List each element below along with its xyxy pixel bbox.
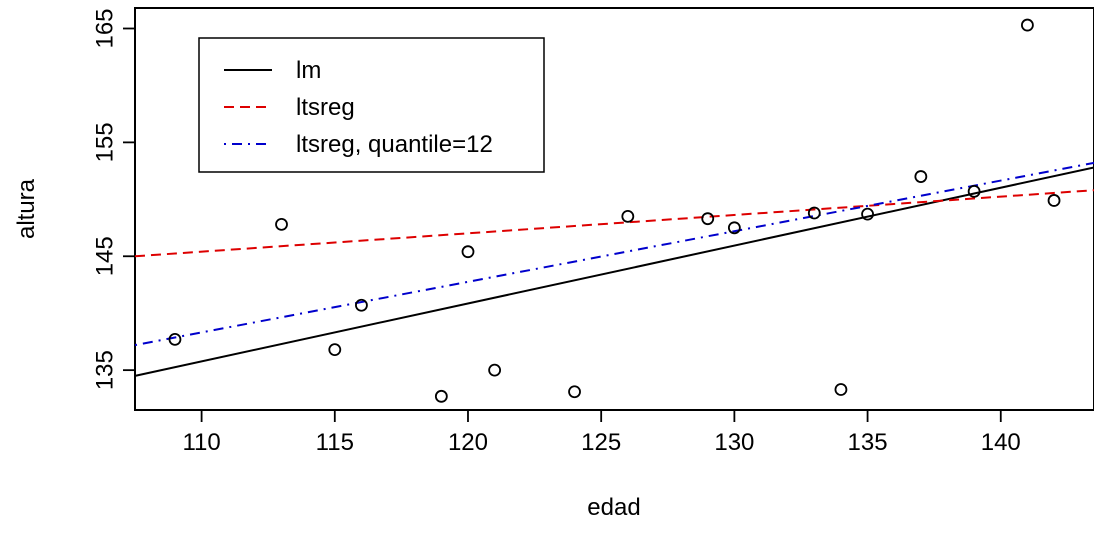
x-tick-label: 115 — [316, 429, 354, 456]
data-point — [727, 221, 741, 235]
x-tick-label: 110 — [182, 429, 220, 456]
data-point — [834, 383, 848, 396]
series-lines — [134, 161, 1094, 377]
y-axis-title: altura — [13, 178, 40, 239]
y-tick-label: 165 — [92, 8, 119, 48]
series-line-2 — [134, 161, 1094, 347]
x-tick-label: 130 — [714, 429, 754, 456]
legend-label-1: ltsreg — [296, 94, 355, 121]
data-point — [488, 363, 502, 377]
data-point — [914, 170, 928, 183]
data-point — [1021, 18, 1034, 32]
x-axis: 110 115 120 125 130 135 140 — [182, 410, 1021, 456]
data-point — [355, 298, 368, 312]
data-point — [461, 245, 475, 259]
y-tick-label: 135 — [92, 350, 119, 390]
data-point — [1047, 194, 1061, 207]
data-point — [168, 332, 182, 346]
data-point — [568, 385, 581, 399]
x-tick-label: 140 — [981, 429, 1021, 456]
legend-box — [198, 37, 545, 173]
data-point — [621, 210, 635, 223]
data-point — [328, 343, 342, 357]
plot-frame — [134, 7, 1094, 411]
data-point — [967, 184, 981, 198]
data-point — [275, 217, 288, 231]
data-points — [168, 18, 1061, 403]
x-tick-label: 125 — [581, 429, 621, 456]
x-tick-label: 135 — [848, 429, 888, 456]
series-line-1 — [134, 189, 1094, 258]
series-line-0 — [134, 166, 1094, 377]
x-axis-title: edad — [587, 494, 640, 521]
data-point — [701, 212, 715, 226]
y-axis: 135 145 155 165 — [92, 8, 135, 390]
legend-label-2: ltsreg, quantile=12 — [296, 131, 493, 158]
x-tick-label: 120 — [448, 429, 488, 456]
legend: lm ltsreg ltsreg, quantile=12 — [198, 37, 545, 173]
data-point — [807, 206, 821, 220]
data-point — [434, 389, 448, 403]
legend-label-0: lm — [296, 57, 321, 84]
y-tick-label: 155 — [92, 122, 119, 162]
data-point — [861, 207, 874, 221]
y-tick-label: 145 — [92, 236, 119, 276]
